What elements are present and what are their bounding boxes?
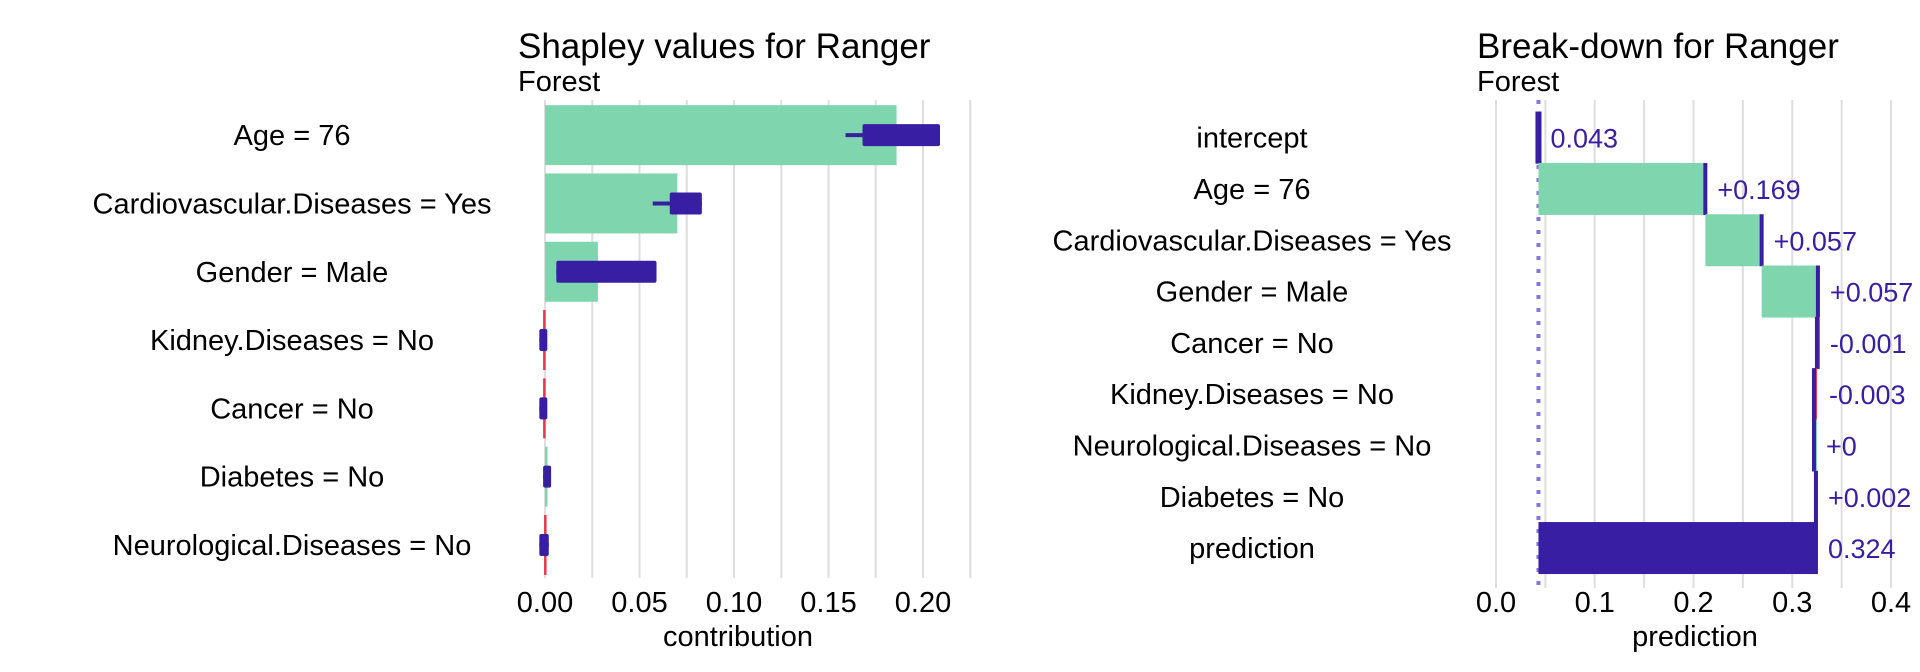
shapley-category-label: Kidney.Diseases = No — [150, 325, 434, 357]
breakdown-data-label: +0.169 — [1717, 175, 1800, 205]
shapley-category-label: Cancer = No — [210, 393, 374, 425]
breakdown-x-tick: 0.1 — [1575, 587, 1615, 619]
shapley-boxplots — [539, 124, 941, 556]
shapley-category-label: Age = 76 — [234, 120, 351, 152]
boxplot-box — [862, 124, 941, 147]
breakdown-data-label: 0.324 — [1828, 534, 1896, 564]
breakdown-title: Break-down for Ranger — [1477, 27, 1839, 66]
breakdown-x-tick: 0.0 — [1476, 587, 1516, 619]
breakdown-category-label: Cancer = No — [1170, 328, 1334, 360]
breakdown-panel: 0.043 +0.169 +0.057 +0.057 -0.001 -0.003 +0 +0.… — [1053, 27, 1914, 653]
shapley-category-label: Gender = Male — [196, 257, 389, 289]
breakdown-bar — [1761, 265, 1818, 318]
breakdown-x-ticks: 0.0 0.1 0.2 0.3 0.4 — [1476, 587, 1911, 619]
boxplot-box — [539, 397, 548, 420]
breakdown-bars — [1535, 111, 1820, 575]
shapley-x-tick: 0.20 — [895, 587, 951, 619]
breakdown-x-tick: 0.2 — [1673, 587, 1713, 619]
shapley-bars — [543, 105, 897, 575]
shapley-category-label: Neurological.Diseases = No — [113, 530, 472, 562]
shapley-x-ticks: 0.00 0.05 0.10 0.15 0.20 — [517, 587, 951, 619]
shapley-x-axis-title: contribution — [663, 621, 813, 653]
breakdown-category-label: Age = 76 — [1194, 174, 1311, 206]
boxplot-box — [539, 329, 548, 352]
shapley-category-label: Diabetes = No — [200, 462, 385, 494]
breakdown-bar — [1705, 214, 1762, 267]
breakdown-subtitle: Forest — [1477, 66, 1559, 98]
shapley-panel: Age = 76 Cardiovascular.Diseases = Yes Gen… — [93, 27, 972, 653]
breakdown-bar — [1538, 522, 1816, 575]
breakdown-bar — [1538, 162, 1706, 215]
breakdown-data-label: 0.043 — [1550, 124, 1618, 154]
breakdown-data-label: +0.002 — [1828, 483, 1911, 513]
shapley-x-tick: 0.05 — [611, 587, 667, 619]
breakdown-data-label: -0.001 — [1830, 329, 1907, 359]
shapley-x-tick: 0.15 — [800, 587, 856, 619]
boxplot-box — [543, 465, 552, 488]
breakdown-data-label: +0.057 — [1774, 226, 1857, 256]
breakdown-category-labels: intercept Age = 76 Cardiovascular.Diseases… — [1053, 123, 1452, 565]
shapley-title: Shapley values for Ranger — [518, 27, 931, 66]
breakdown-category-label: Cardiovascular.Diseases = Yes — [1053, 225, 1452, 257]
breakdown-data-label: +0.057 — [1830, 278, 1913, 308]
boxplot-box — [669, 192, 702, 215]
breakdown-category-label: Neurological.Diseases = No — [1073, 430, 1432, 462]
shapley-x-tick: 0.00 — [517, 587, 573, 619]
breakdown-category-label: Kidney.Diseases = No — [1110, 379, 1394, 411]
breakdown-data-label: -0.003 — [1829, 380, 1906, 410]
breakdown-data-labels: 0.043 +0.169 +0.057 +0.057 -0.001 -0.003 +0 +0.… — [1550, 124, 1913, 564]
shapley-x-tick: 0.10 — [706, 587, 762, 619]
shapley-category-label: Cardiovascular.Diseases = Yes — [93, 188, 492, 220]
breakdown-x-axis-title: prediction — [1632, 621, 1758, 653]
shapley-gridlines — [544, 100, 972, 578]
shapley-category-labels: Age = 76 Cardiovascular.Diseases = Yes Gen… — [93, 120, 492, 562]
breakdown-x-tick: 0.4 — [1871, 587, 1911, 619]
breakdown-category-label: prediction — [1189, 533, 1315, 565]
boxplot-box — [539, 533, 549, 556]
breakdown-category-label: Diabetes = No — [1160, 482, 1345, 514]
breakdown-category-label: Gender = Male — [1156, 277, 1349, 309]
breakdown-x-tick: 0.3 — [1772, 587, 1812, 619]
shapley-bar — [545, 105, 897, 166]
breakdown-category-label: intercept — [1196, 123, 1307, 155]
breakdown-data-label: +0 — [1826, 431, 1857, 461]
shapley-subtitle: Forest — [518, 66, 600, 98]
boxplot-box — [556, 260, 657, 283]
